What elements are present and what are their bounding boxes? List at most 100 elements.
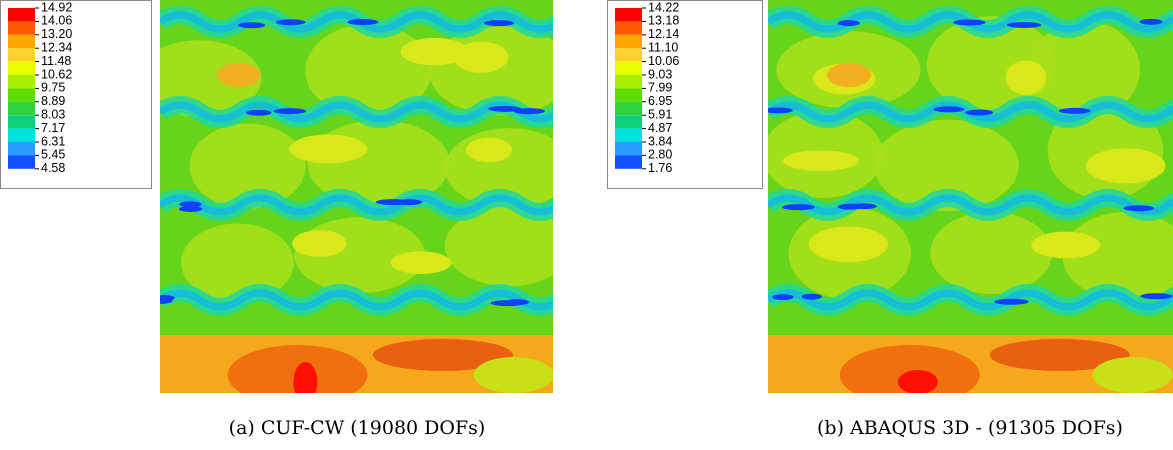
- field-hot: [897, 370, 938, 393]
- legend-label: 7.17: [41, 121, 65, 135]
- legend-swatch: [615, 34, 642, 49]
- legend-swatch: [615, 8, 642, 22]
- legend-swatch: [8, 48, 35, 62]
- field-spot: [1058, 107, 1091, 114]
- field-band: [160, 289, 553, 311]
- field-spot: [1140, 293, 1173, 300]
- field-spot: [178, 205, 203, 212]
- legend-label: 1.76: [648, 161, 672, 175]
- legend-label: 14.22: [648, 0, 679, 14]
- legend-swatch: [615, 101, 642, 116]
- legend-swatch: [8, 34, 35, 49]
- legend-label: 14.06: [41, 14, 72, 28]
- field-blob: [808, 226, 889, 263]
- field-spot: [772, 294, 794, 301]
- field-spot: [933, 106, 965, 113]
- field-spot: [801, 293, 822, 300]
- field-blob: [305, 24, 432, 117]
- field-blob: [289, 134, 368, 164]
- field-blob: [465, 137, 513, 163]
- field-spot: [347, 19, 379, 26]
- field-blob: [873, 119, 1019, 212]
- legend-swatch: [8, 8, 35, 22]
- legend-label: 3.84: [648, 134, 672, 148]
- legend-label: 13.20: [41, 27, 72, 41]
- field-blob: [189, 123, 306, 209]
- legend-swatch: [8, 155, 35, 169]
- field-band: [160, 194, 553, 216]
- legend-swatch: [8, 115, 35, 129]
- field-spot: [965, 109, 994, 116]
- field-spot: [488, 105, 522, 112]
- field-blob: [390, 251, 452, 275]
- field-spot: [484, 20, 515, 27]
- field-spot: [953, 19, 986, 26]
- legend-label: 7.99: [648, 81, 672, 95]
- field-blob: [216, 63, 261, 87]
- legend-label: 12.14: [648, 27, 679, 41]
- field-spot: [513, 108, 545, 115]
- legend-swatch: [615, 61, 642, 75]
- legend-label: 2.80: [648, 148, 672, 162]
- field-spot: [375, 199, 411, 206]
- field-spot: [1123, 205, 1155, 212]
- legend-swatch: [8, 128, 35, 142]
- field-spot: [1006, 21, 1042, 28]
- field-spot: [837, 20, 860, 27]
- contour-plot: [160, 0, 553, 393]
- field-spot: [781, 204, 816, 211]
- field-spot: [179, 201, 202, 208]
- field-blob: [783, 150, 859, 171]
- legend-swatch: [615, 75, 642, 89]
- legend-label: 9.03: [648, 67, 672, 81]
- legend-label: 10.62: [41, 67, 72, 81]
- field-spot: [275, 19, 306, 26]
- caption: (b) ABAQUS 3D - (91305 DOFs): [817, 417, 1123, 439]
- field-blob: [930, 211, 1053, 295]
- field-blob: [1085, 148, 1166, 184]
- field-blob: [1062, 211, 1173, 301]
- legend-label: 14.92: [41, 0, 72, 14]
- legend-swatch: [615, 115, 642, 129]
- legend-label: 11.10: [648, 40, 678, 54]
- legend-label: 10.06: [648, 54, 679, 68]
- legend-swatch: [615, 128, 642, 142]
- field-blob: [1092, 357, 1173, 393]
- legend-swatch: [615, 155, 642, 169]
- field-spot: [850, 203, 877, 210]
- field-band: [768, 101, 1173, 123]
- legend-swatch: [8, 88, 35, 102]
- field-blob: [1005, 60, 1047, 95]
- legend-swatch: [615, 21, 642, 35]
- field-spot: [160, 297, 173, 304]
- field-blob: [292, 230, 347, 257]
- field-spot: [504, 299, 529, 306]
- field-blob: [181, 223, 294, 302]
- legend-label: 6.31: [41, 134, 65, 148]
- legend-label: 11.48: [41, 54, 71, 68]
- legend-label: 13.18: [648, 14, 679, 28]
- legend-swatch: [615, 88, 642, 102]
- legend-label: 4.58: [41, 161, 65, 175]
- legend-swatch: [8, 142, 35, 156]
- field-hot: [989, 339, 1130, 371]
- field-spot: [273, 108, 307, 115]
- field-blob: [400, 37, 469, 66]
- field-spot: [1139, 18, 1163, 25]
- legend-swatch: [615, 48, 642, 62]
- field-blob: [827, 63, 871, 87]
- field-blob: [444, 205, 553, 287]
- legend-label: 5.91: [648, 107, 672, 121]
- legend-label: 8.89: [41, 94, 65, 108]
- legend-label: 5.45: [41, 148, 65, 162]
- field-hot: [839, 345, 980, 393]
- legend-label: 9.75: [41, 81, 65, 95]
- legend-swatch: [8, 101, 35, 116]
- legend-swatch: [8, 75, 35, 89]
- field-blob: [473, 357, 553, 393]
- legend-label: 6.95: [648, 94, 672, 108]
- legend-label: 8.03: [41, 107, 65, 121]
- field-band: [160, 101, 553, 123]
